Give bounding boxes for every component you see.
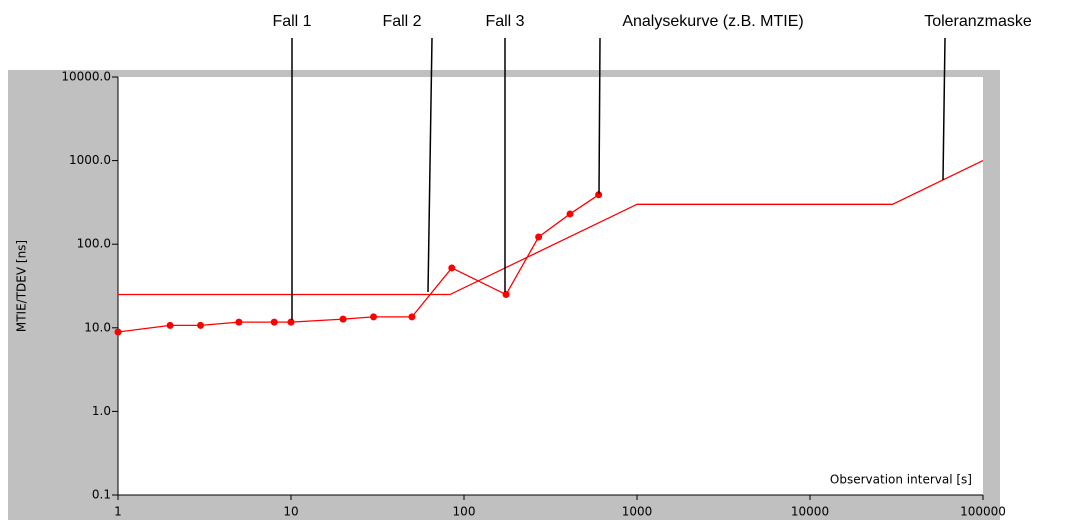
data-point	[370, 313, 378, 321]
y-tick-label: 0.1	[92, 488, 111, 502]
data-point	[166, 321, 174, 329]
x-tick-label: 10000	[791, 505, 829, 519]
plot-area	[118, 77, 983, 495]
annotation: Fall 2	[382, 13, 421, 30]
x-tick-label: 1	[114, 505, 122, 519]
data-point	[566, 210, 574, 218]
data-point	[535, 233, 543, 241]
y-axis-label: MTIE/TDEV [ns]	[15, 240, 29, 332]
x-tick-label: 100	[453, 505, 476, 519]
data-point	[235, 318, 243, 326]
data-point	[595, 191, 603, 199]
y-tick-label: 10.0	[84, 320, 111, 334]
annotation-pointer	[598, 37, 601, 195]
series-line	[117, 194, 599, 333]
y-tick-label: 100.0	[77, 237, 111, 251]
x-tick-label: 100000	[960, 505, 1006, 519]
data-point	[448, 264, 456, 272]
data-point	[197, 321, 205, 329]
y-tick-label: 10000.0	[61, 70, 111, 84]
data-point	[502, 291, 510, 299]
annotation: Toleranzmaske	[924, 13, 1032, 30]
x-axis-label: Observation interval [s]	[830, 473, 972, 487]
data-point	[408, 313, 416, 321]
annotation-pointer	[942, 37, 946, 181]
data-point	[339, 315, 347, 323]
series-line	[118, 160, 984, 296]
y-tick-label: 1.0	[92, 404, 111, 418]
data-point	[287, 318, 295, 326]
annotation: Analysekurve (z.B. MTIE)	[622, 13, 803, 30]
x-tick-label: 10	[283, 505, 298, 519]
annotation-pointer	[427, 37, 433, 293]
x-tick-label: 1000	[622, 505, 653, 519]
data-point	[114, 328, 122, 336]
data-point	[270, 318, 278, 326]
annotation: Fall 3	[485, 13, 524, 30]
y-tick-label: 1000.0	[69, 153, 111, 167]
annotation: Fall 1	[272, 13, 311, 30]
